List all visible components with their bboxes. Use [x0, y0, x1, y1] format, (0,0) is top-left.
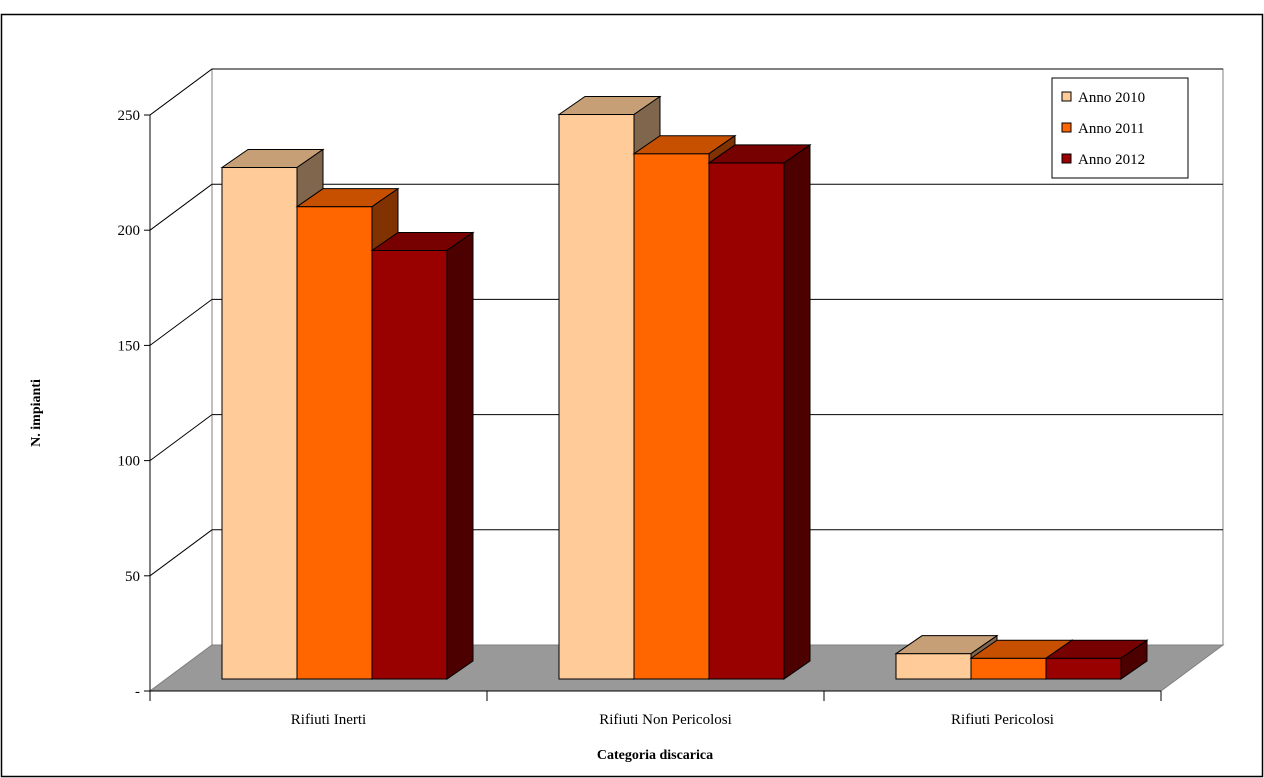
- bar-side: [447, 232, 473, 679]
- x-tick-label: Rifiuti Inerti: [291, 712, 366, 728]
- bar-side: [784, 145, 810, 679]
- legend-swatch-2010: [1062, 92, 1071, 101]
- x-tick-label: Rifiuti Pericolosi: [951, 712, 1054, 728]
- y-tick-label: 250: [118, 108, 141, 124]
- bar-front: [297, 207, 372, 679]
- bar: [372, 232, 473, 679]
- x-tick-label: Rifiuti Non Pericolosi: [599, 712, 732, 728]
- legend-swatch-2011: [1062, 123, 1071, 132]
- y-axis-title: N. impianti: [29, 379, 44, 447]
- bar-front: [1046, 658, 1121, 679]
- bar-front: [971, 658, 1046, 679]
- bar-cluster-1: [559, 97, 810, 679]
- bar-front: [222, 168, 297, 679]
- legend-swatch-2012: [1062, 154, 1071, 163]
- y-tick-label: 200: [118, 223, 141, 239]
- y-tick-label: 50: [125, 569, 140, 585]
- legend-label-2012: Anno 2012: [1078, 152, 1145, 168]
- bar-front: [634, 154, 709, 679]
- legend-label-2010: Anno 2010: [1078, 90, 1145, 106]
- legend: Anno 2010 Anno 2011 Anno 2012: [1052, 78, 1188, 178]
- bar-front: [709, 163, 784, 679]
- legend-label-2011: Anno 2011: [1078, 121, 1145, 137]
- bar-front: [896, 654, 971, 679]
- y-tick-label: 150: [118, 338, 141, 354]
- bar-cluster-2: [896, 636, 1147, 679]
- bar-front: [372, 250, 447, 679]
- y-tick-label: -: [135, 684, 140, 700]
- side-wall: [150, 69, 212, 691]
- bar: [709, 145, 810, 679]
- bar-front: [559, 115, 634, 679]
- y-tick-label: 100: [118, 454, 141, 470]
- x-axis-title: Categoria discarica: [597, 748, 713, 763]
